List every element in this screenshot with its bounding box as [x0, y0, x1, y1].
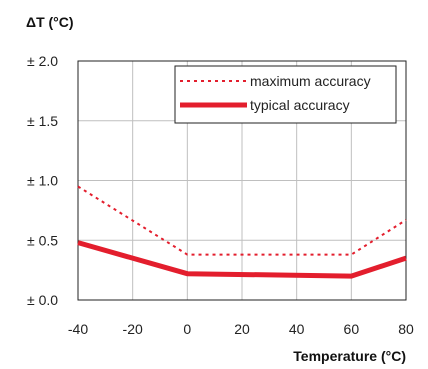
y-tick-label: ± 0.0	[27, 292, 58, 308]
y-tick-label: ± 1.5	[27, 113, 58, 129]
legend-label: maximum accuracy	[250, 73, 371, 89]
x-tick-label: -20	[123, 321, 143, 337]
y-tick-label: ± 1.0	[27, 173, 58, 189]
x-tick-label: -40	[68, 321, 88, 337]
x-tick-label: 40	[289, 321, 305, 337]
x-tick-label: 80	[398, 321, 414, 337]
series-layer	[77, 185, 407, 279]
legend-label: typical accuracy	[250, 97, 350, 113]
x-tick-label: 60	[344, 321, 360, 337]
legend: maximum accuracy typical accuracy	[174, 65, 397, 124]
y-axis-title: ΔT (°C)	[26, 14, 74, 30]
x-tick-label: 0	[183, 321, 191, 337]
plot-frame	[77, 60, 407, 301]
x-axis-title: Temperature (°C)	[293, 348, 406, 364]
series-maximum-accuracy-line	[77, 185, 407, 256]
y-tick-label: ± 0.5	[27, 232, 58, 248]
y-tick-label: ± 2.0	[27, 53, 58, 69]
series-typical-accuracy-line	[77, 240, 407, 279]
legend-box	[174, 65, 397, 124]
x-tick-label: 20	[234, 321, 250, 337]
tick-labels: ± 0.0 ± 0.5 ± 1.0 ± 1.5 ± 2.0 -40 -20 0 20 40 60 80	[27, 53, 414, 337]
